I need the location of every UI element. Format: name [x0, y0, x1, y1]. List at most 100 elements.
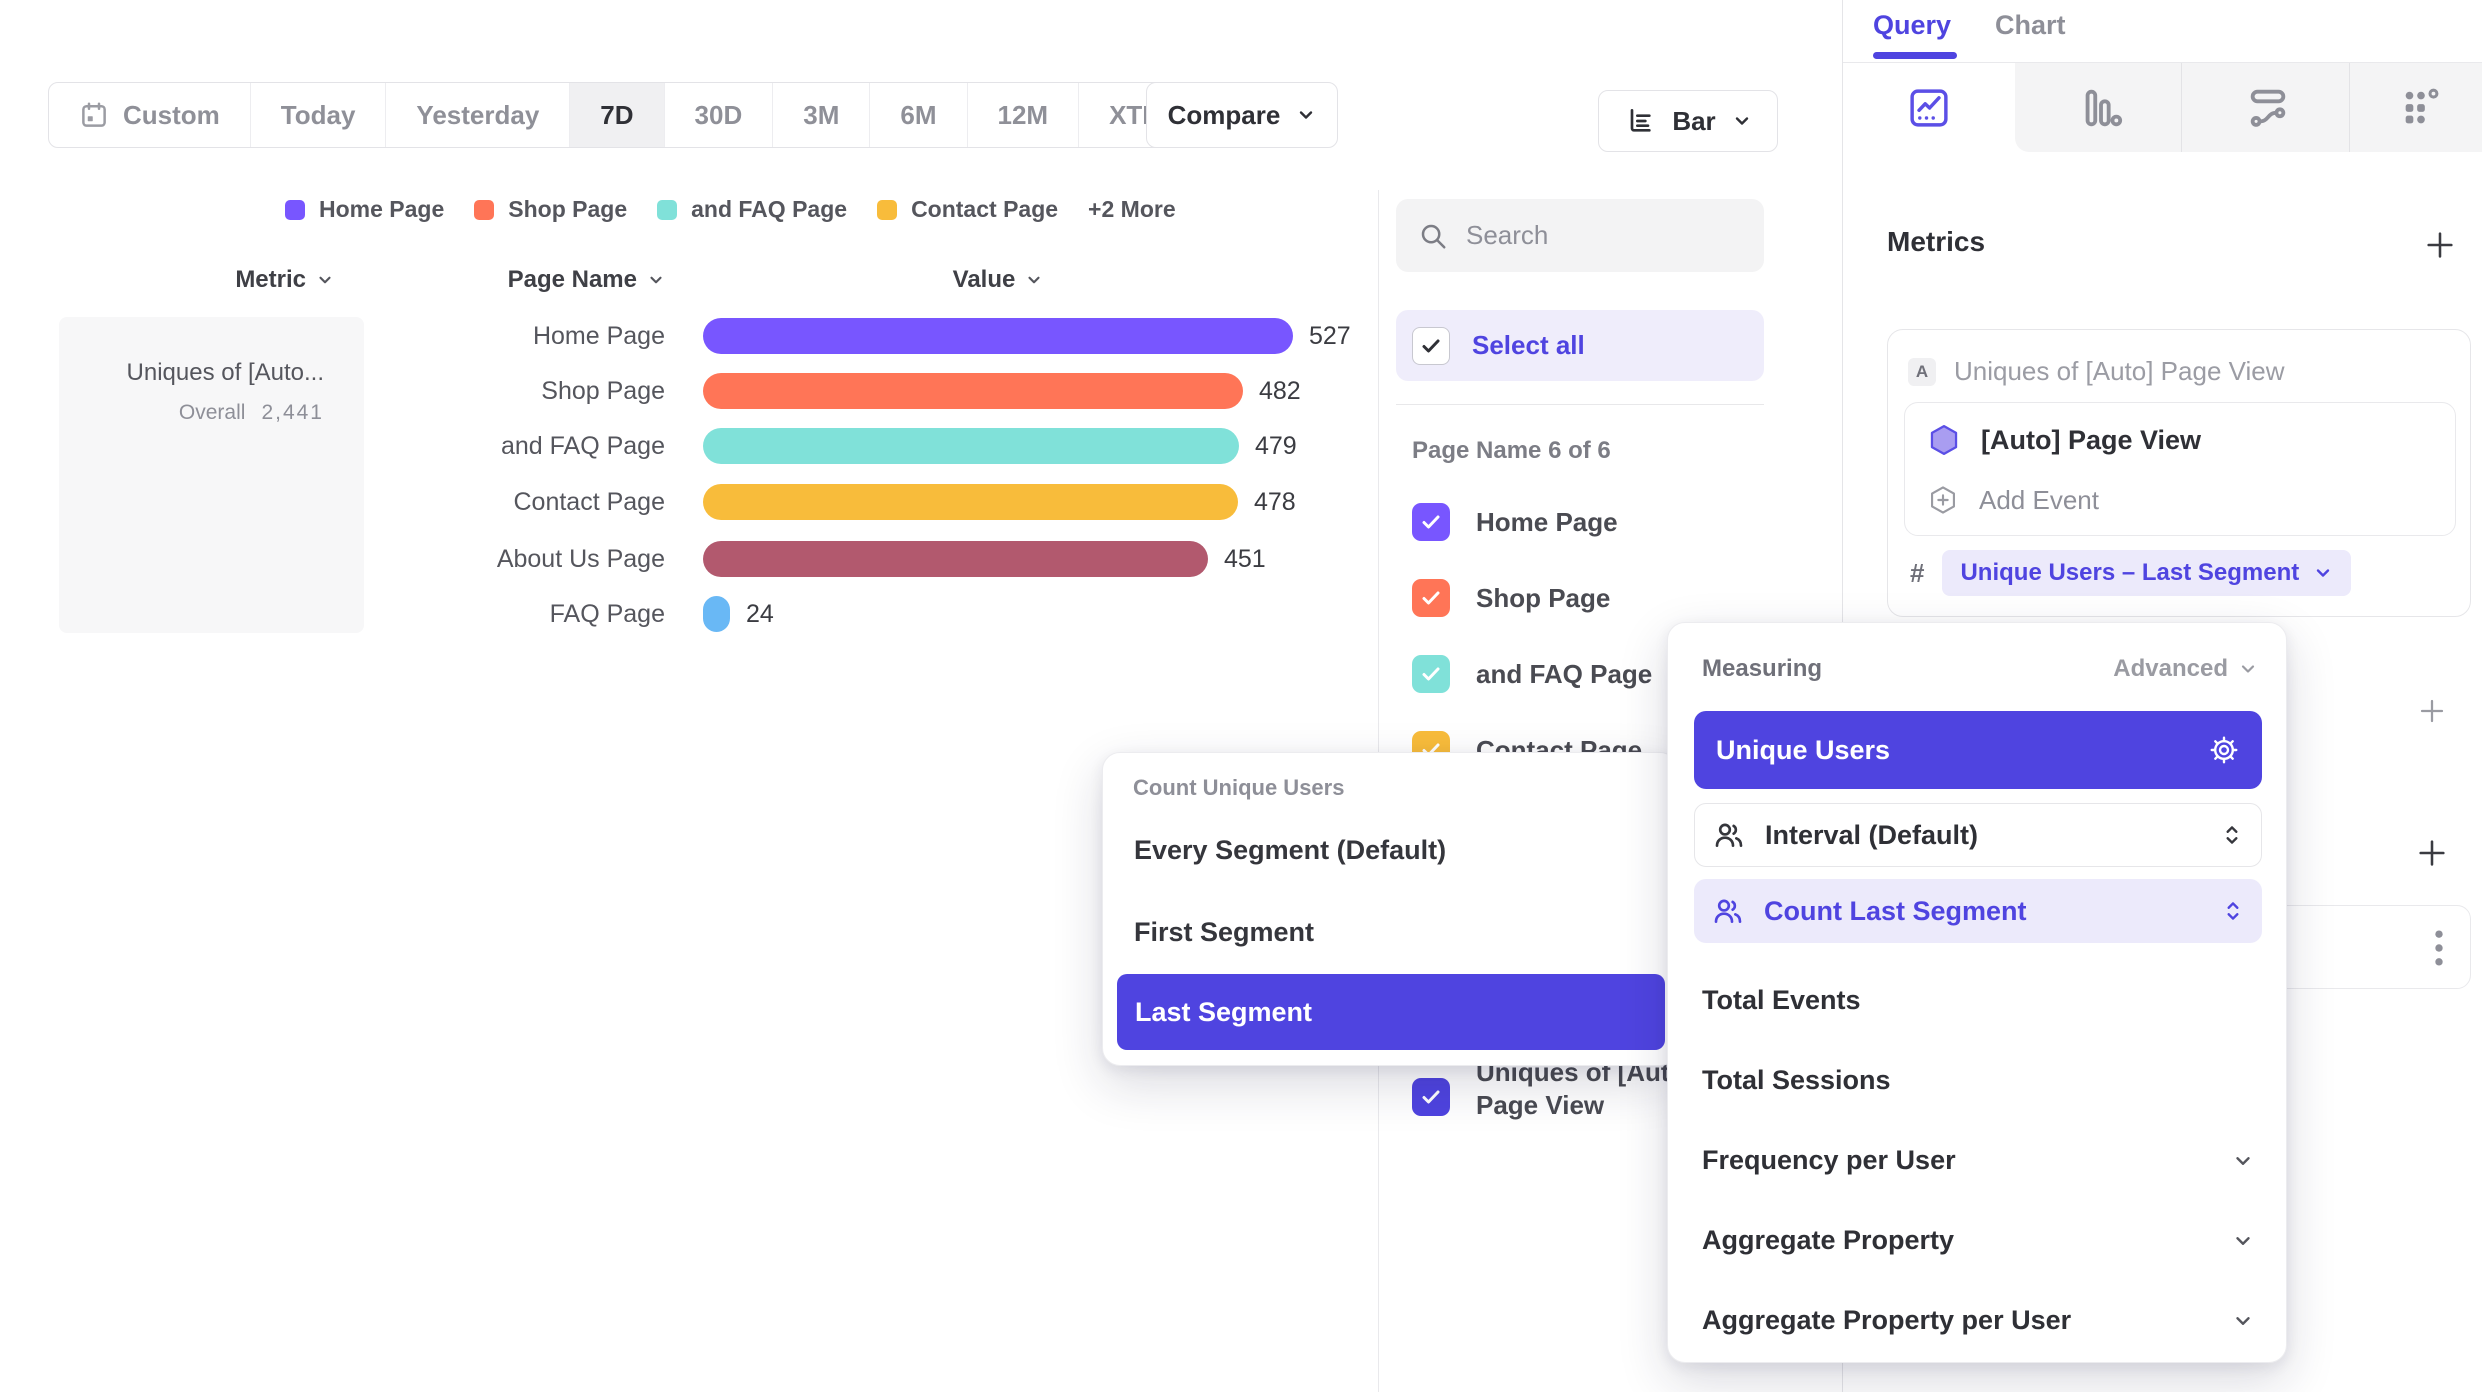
metric-row[interactable]: A Uniques of [Auto] Page View — [1908, 356, 2285, 387]
column-header-page-name[interactable]: Page Name — [365, 264, 665, 296]
row-label: and FAQ Page — [500, 431, 665, 460]
table-row: About Us Page 451 — [365, 532, 1365, 586]
measuring-option-aggregate-property[interactable]: Aggregate Property — [1702, 1225, 2254, 1256]
bar-contact-page[interactable] — [703, 484, 1238, 520]
retention-icon — [2405, 88, 2439, 123]
report-type-bar — [2015, 63, 2482, 152]
row-label: Home Page — [532, 321, 665, 350]
date-range-30d[interactable]: 30D — [665, 83, 774, 147]
metric-definition-card: A Uniques of [Auto] Page View [Auto] Pag… — [1887, 329, 2471, 617]
report-tab-insights[interactable] — [1849, 63, 2009, 152]
metric-card[interactable]: Uniques of [Auto... Overall 2,441 — [59, 317, 364, 633]
measurement-pill[interactable]: Unique Users – Last Segment — [1942, 550, 2352, 596]
column-header-metric[interactable]: Metric — [59, 264, 364, 296]
chevron-down-icon — [316, 271, 334, 289]
add-breakdown-button[interactable] — [2415, 836, 2449, 870]
date-range-control: Custom Today Yesterday 7D 30D 3M 6M 12M … — [48, 82, 1227, 148]
tab-chart[interactable]: Chart — [1995, 10, 2066, 40]
event-hexagon-icon — [1930, 424, 1958, 456]
date-range-label: Custom — [123, 99, 220, 130]
legend-swatch — [285, 199, 305, 220]
popup-title: Measuring — [1702, 655, 1823, 682]
interval-selector[interactable]: Interval (Default) — [1694, 803, 2262, 867]
event-row[interactable]: [Auto] Page View — [1927, 417, 2201, 463]
chevron-down-icon — [2236, 1236, 2250, 1245]
select-all-checkbox[interactable] — [1412, 326, 1450, 365]
date-range-custom[interactable]: Custom — [49, 83, 251, 147]
search-input-wrapper — [1396, 199, 1764, 272]
bar-faq-page[interactable] — [703, 596, 730, 632]
metric-title: Uniques of [Auto] Page View — [1954, 356, 2285, 386]
bar-home-page[interactable] — [703, 318, 1293, 354]
bar-and-faq-page[interactable] — [703, 428, 1239, 464]
popup-title: Count Unique Users — [1133, 775, 1345, 800]
tab-query[interactable]: Query — [1873, 10, 1952, 40]
legend-more[interactable]: +2 More — [1088, 196, 1176, 222]
legend-swatch — [474, 199, 495, 220]
legend-item[interactable]: Home Page — [285, 196, 444, 223]
flows-icon — [2250, 89, 2286, 127]
date-range-3m[interactable]: 3M — [773, 83, 871, 147]
search-icon — [1418, 221, 1448, 251]
chevron-down-icon — [1732, 111, 1752, 131]
measuring-option-total-events[interactable]: Total Events — [1702, 985, 1861, 1015]
legend-item[interactable]: Shop Page — [474, 196, 627, 223]
legend-swatch — [877, 199, 898, 220]
row-value: 479 — [1255, 431, 1297, 460]
bar-about-us-page[interactable] — [703, 541, 1208, 577]
row-value: 451 — [1224, 544, 1266, 573]
add-filter-button[interactable] — [2417, 696, 2447, 726]
chevron-down-icon — [1296, 105, 1316, 125]
menu-item-every-segment[interactable]: Every Segment (Default) — [1134, 835, 1447, 865]
checkbox-checked[interactable] — [1412, 655, 1450, 693]
date-range-today[interactable]: Today — [251, 83, 387, 147]
sidebar-item-shop-page[interactable]: Shop Page — [1412, 578, 1610, 618]
bar-shop-page[interactable] — [703, 373, 1243, 409]
gear-icon[interactable] — [2208, 734, 2240, 766]
checkbox-checked[interactable] — [1412, 579, 1450, 617]
more-options-icon[interactable] — [2432, 928, 2446, 968]
checkbox-checked[interactable] — [1412, 1078, 1450, 1116]
table-row: Home Page 527 — [365, 309, 1365, 363]
menu-item-last-segment-selected[interactable]: Last Segment — [1117, 974, 1665, 1050]
chart-type-button[interactable]: Bar — [1598, 90, 1778, 152]
report-tab-funnels[interactable] — [2021, 63, 2181, 152]
measuring-option-aggregate-property-per-user[interactable]: Aggregate Property per User — [1702, 1305, 2254, 1336]
legend-item[interactable]: and FAQ Page — [657, 196, 847, 223]
search-input[interactable] — [1466, 220, 1706, 251]
checkbox-checked[interactable] — [1412, 503, 1450, 541]
users-icon — [1715, 823, 1743, 847]
table-row: Shop Page 482 — [365, 364, 1365, 418]
sidebar-item-and-faq-page[interactable]: and FAQ Page — [1412, 654, 1652, 694]
date-range-6m[interactable]: 6M — [870, 83, 968, 147]
chevron-down-icon — [2236, 1316, 2250, 1325]
report-tab-retention[interactable] — [2341, 63, 2482, 152]
sort-arrows-icon — [2227, 902, 2239, 920]
row-label: Shop Page — [541, 376, 665, 405]
add-metric-button[interactable] — [2423, 228, 2457, 262]
date-range-yesterday[interactable]: Yesterday — [386, 83, 571, 147]
add-event-button[interactable]: Add Event — [1927, 477, 2099, 523]
users-icon — [1714, 899, 1742, 923]
measuring-option-total-sessions[interactable]: Total Sessions — [1702, 1065, 1891, 1095]
legend-item[interactable]: Contact Page — [877, 196, 1058, 223]
count-last-segment-selector[interactable]: Count Last Segment — [1694, 879, 2262, 943]
report-tab-flows[interactable] — [2188, 63, 2348, 152]
measuring-option-unique-users-selected[interactable]: Unique Users — [1694, 711, 2262, 789]
measuring-option-frequency-per-user[interactable]: Frequency per User — [1702, 1145, 2254, 1176]
chevron-down-icon — [2317, 569, 2330, 577]
select-all[interactable]: Select all — [1396, 310, 1764, 381]
table-row: and FAQ Page 479 — [365, 419, 1365, 473]
menu-item-first-segment[interactable]: First Segment — [1134, 917, 1315, 947]
date-range-7d[interactable]: 7D — [570, 83, 665, 147]
row-value: 482 — [1259, 376, 1301, 405]
hash-icon: # — [1910, 557, 1925, 588]
date-range-12m[interactable]: 12M — [968, 83, 1080, 147]
sidebar-item-home-page[interactable]: Home Page — [1412, 502, 1618, 542]
column-header-value[interactable]: Value — [703, 264, 1293, 296]
table-row: Contact Page 478 — [365, 475, 1365, 529]
compare-button[interactable]: Compare — [1146, 82, 1338, 148]
active-tab-indicator — [1873, 52, 1957, 59]
row-value: 527 — [1309, 321, 1351, 350]
advanced-toggle[interactable]: Advanced — [2113, 655, 2258, 683]
